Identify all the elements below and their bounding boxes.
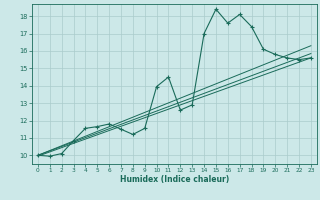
X-axis label: Humidex (Indice chaleur): Humidex (Indice chaleur) — [120, 175, 229, 184]
